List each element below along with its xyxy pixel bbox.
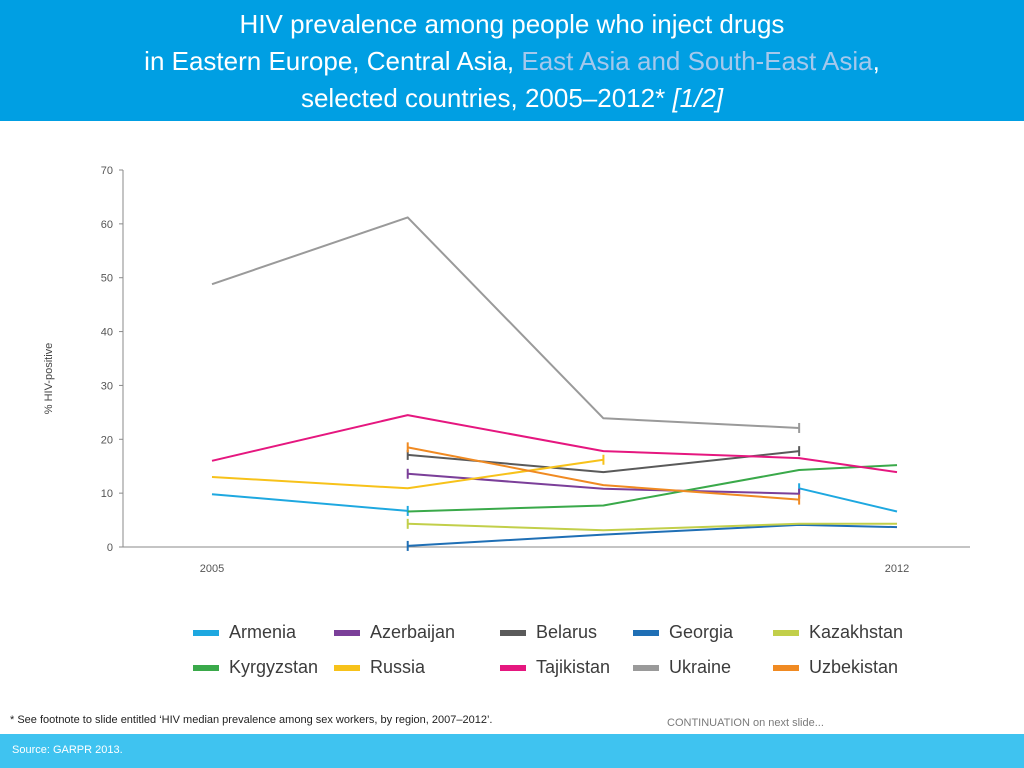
y-axis-label: % HIV-positive <box>43 343 55 415</box>
legend-item-kyrgyzstan: Kyrgyzstan <box>193 657 318 678</box>
y-tick-label: 20 <box>101 434 113 446</box>
legend-swatch <box>500 664 526 671</box>
legend-item-georgia: Georgia <box>633 622 733 643</box>
legend-label: Uzbekistan <box>809 657 899 677</box>
legend-item-tajikistan: Tajikistan <box>500 657 610 678</box>
legend-swatch <box>193 629 219 636</box>
legend-swatch <box>633 629 659 636</box>
title-line-3-text: selected countries, 2005–2012* <box>300 83 673 113</box>
series-line-ukraine <box>211 216 800 429</box>
source-text: Source: GARPR 2013. <box>12 744 123 756</box>
slide-title: HIV prevalence among people who inject d… <box>0 0 1024 121</box>
y-tick-label: 0 <box>107 542 113 554</box>
legend-swatch <box>500 629 526 636</box>
legend-swatch <box>773 664 799 671</box>
legend-item-ukraine: Ukraine <box>633 657 731 678</box>
legend-item-kazakhstan: Kazakhstan <box>773 622 903 643</box>
continuation-note: CONTINUATION on next slide... <box>667 717 824 729</box>
series-line-tajikistan <box>211 414 898 474</box>
title-line-1: HIV prevalence among people who inject d… <box>239 9 785 39</box>
series-line-azerbaijan <box>407 472 800 495</box>
legend-label: Russia <box>370 657 426 677</box>
legend-item-uzbekistan: Uzbekistan <box>773 657 898 678</box>
legend-swatch <box>773 629 799 636</box>
title-line-2-part-1: in Eastern Europe, Central Asia, <box>144 46 522 76</box>
series-line-kyrgyzstan <box>407 464 898 513</box>
legend-label: Armenia <box>229 622 297 642</box>
legend-label: Ukraine <box>669 657 732 677</box>
series-line-armenia <box>798 487 898 513</box>
title-line-3: selected countries, 2005–2012* [1/2] <box>0 80 1024 117</box>
series-line-armenia <box>211 493 408 512</box>
y-tick-label: 40 <box>101 327 113 339</box>
y-tick-label: 10 <box>101 488 113 500</box>
legend-label: Azerbaijan <box>370 622 456 642</box>
legend-item-armenia: Armenia <box>193 622 296 643</box>
legend-swatch <box>334 664 360 671</box>
legend-item-belarus: Belarus <box>500 622 597 643</box>
y-tick-label: 50 <box>101 273 113 285</box>
series-line-kazakhstan <box>407 522 897 532</box>
slide-page-tag: [1/2] <box>672 83 724 113</box>
legend-swatch <box>633 664 659 671</box>
series-line-georgia <box>407 523 898 547</box>
legend-label: Kazakhstan <box>809 622 904 642</box>
legend-label: Georgia <box>669 622 734 642</box>
line-chart: 0 10 20 30 40 50 60 70 2005 2012 % HIV-positive <box>43 165 970 575</box>
x-tick-label: 2012 <box>885 563 909 575</box>
legend-label: Belarus <box>536 622 598 642</box>
title-highlight: East Asia and South-East Asia <box>521 46 873 76</box>
legend-item-azerbaijan: Azerbaijan <box>334 622 455 643</box>
legend-label: Tajikistan <box>536 657 611 677</box>
y-tick-label: 60 <box>101 219 113 231</box>
footnote: * See footnote to slide entitled ‘HIV me… <box>10 714 493 726</box>
y-tick-label: 30 <box>101 380 113 392</box>
y-tick-label: 70 <box>101 165 113 177</box>
legend-swatch <box>334 629 360 636</box>
legend-item-russia: Russia <box>334 657 425 678</box>
source-bar: Source: GARPR 2013. <box>0 734 1024 768</box>
x-tick-label: 2005 <box>200 563 224 575</box>
legend-swatch <box>193 664 219 671</box>
title-line-2: in Eastern Europe, Central Asia, East As… <box>0 43 1024 80</box>
title-line-2-part-2: , <box>872 46 880 76</box>
legend-label: Kyrgyzstan <box>229 657 319 677</box>
